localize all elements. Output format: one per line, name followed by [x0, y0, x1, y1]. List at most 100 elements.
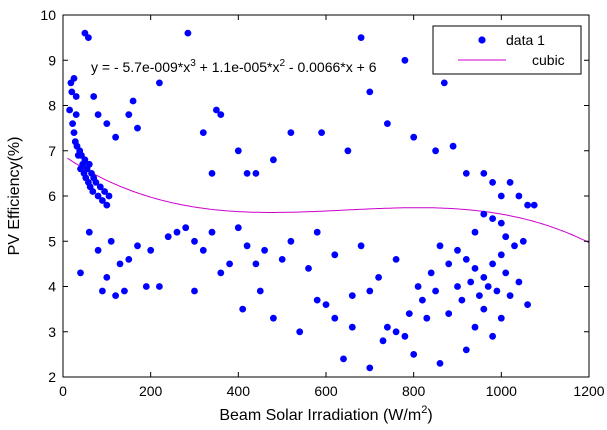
data-point: [270, 156, 277, 164]
data-point: [480, 274, 488, 281]
data-point: [101, 188, 108, 195]
data-point: [462, 346, 470, 354]
x-tick-label: 1000: [486, 383, 517, 399]
y-tick-label: 8: [48, 98, 56, 114]
data-point: [348, 323, 356, 331]
data-point: [440, 79, 448, 87]
data-point: [489, 179, 496, 186]
data-point: [401, 332, 409, 340]
data-points: [66, 29, 538, 372]
data-point: [77, 269, 84, 277]
data-point: [278, 256, 286, 263]
data-point: [191, 237, 198, 245]
data-point: [318, 129, 325, 137]
data-point: [89, 188, 97, 195]
data-point: [410, 351, 418, 358]
data-point: [348, 292, 356, 299]
data-point: [515, 278, 523, 286]
legend: data 1 cubic: [432, 25, 582, 75]
data-point: [484, 283, 492, 290]
data-point: [506, 292, 514, 299]
data-point: [366, 88, 374, 96]
data-point: [105, 192, 113, 200]
axis-tick-labels: 0 200 400 600 800 1000 1200 2 3 4 5 6 7 8 9 10: [40, 7, 604, 399]
data-point: [217, 269, 225, 277]
x-axis-label: Beam Solar Irradiation (W/m2): [219, 404, 432, 424]
data-point: [68, 88, 76, 96]
x-tick-label: 800: [402, 383, 426, 399]
data-point: [419, 296, 426, 304]
data-point: [480, 305, 488, 313]
data-point: [199, 129, 207, 137]
data-point: [401, 56, 409, 64]
data-point: [471, 228, 479, 236]
data-point: [208, 228, 216, 236]
data-point: [480, 210, 488, 218]
data-point: [142, 283, 150, 290]
y-tick-label: 5: [48, 233, 56, 249]
data-point: [156, 283, 163, 290]
data-point: [199, 246, 207, 254]
data-point: [129, 97, 137, 105]
x-tick-label: 600: [314, 383, 338, 399]
data-point: [519, 237, 527, 245]
data-point: [103, 274, 111, 281]
data-point: [489, 260, 496, 268]
data-point: [476, 292, 483, 299]
data-point: [103, 201, 111, 209]
data-point: [72, 111, 80, 118]
data-point: [125, 111, 133, 118]
data-point: [436, 242, 444, 250]
legend-label-cubic: cubic: [532, 52, 565, 68]
data-point: [213, 106, 220, 114]
data-point: [81, 156, 89, 164]
data-point: [340, 355, 347, 363]
data-point: [530, 201, 538, 209]
data-point: [344, 147, 352, 155]
legend-box: [432, 25, 582, 75]
y-tick-label: 4: [48, 279, 56, 295]
equation-part-2: + 1.1e-005*x: [196, 59, 280, 75]
y-tick-label: 6: [48, 188, 56, 204]
data-point: [125, 256, 133, 263]
data-point: [480, 170, 488, 177]
data-point: [454, 246, 461, 254]
data-point: [164, 233, 172, 241]
data-point: [72, 93, 80, 100]
data-point: [208, 170, 216, 177]
data-point: [511, 242, 518, 250]
data-point: [322, 301, 330, 308]
data-point: [471, 265, 479, 272]
data-point: [449, 142, 457, 150]
data-point: [423, 314, 431, 322]
data-point: [497, 192, 505, 200]
y-axis-label: PV Efficiency(%): [6, 137, 23, 256]
data-point: [191, 287, 198, 295]
legend-marker-data-1: [478, 36, 486, 44]
data-point: [134, 242, 141, 250]
data-point: [436, 360, 444, 367]
equation-part-3: - 0.0066*x + 6: [285, 59, 377, 75]
data-point: [270, 314, 277, 322]
data-point: [331, 314, 339, 322]
data-point: [112, 133, 119, 141]
data-point: [489, 215, 496, 223]
data-point: [506, 179, 514, 186]
data-point: [384, 323, 391, 331]
data-point: [243, 170, 251, 177]
data-point: [94, 246, 102, 254]
data-point: [173, 228, 181, 236]
data-point: [112, 292, 119, 299]
data-point: [156, 79, 163, 87]
data-point: [252, 170, 260, 177]
x-tick-label: 200: [139, 383, 163, 399]
data-point: [69, 120, 76, 127]
data-point: [90, 93, 98, 100]
data-point: [121, 287, 128, 295]
data-point: [467, 278, 475, 286]
fit-layer: [67, 157, 590, 244]
data-point: [103, 120, 111, 127]
data-point: [497, 314, 505, 322]
data-point: [357, 242, 365, 250]
